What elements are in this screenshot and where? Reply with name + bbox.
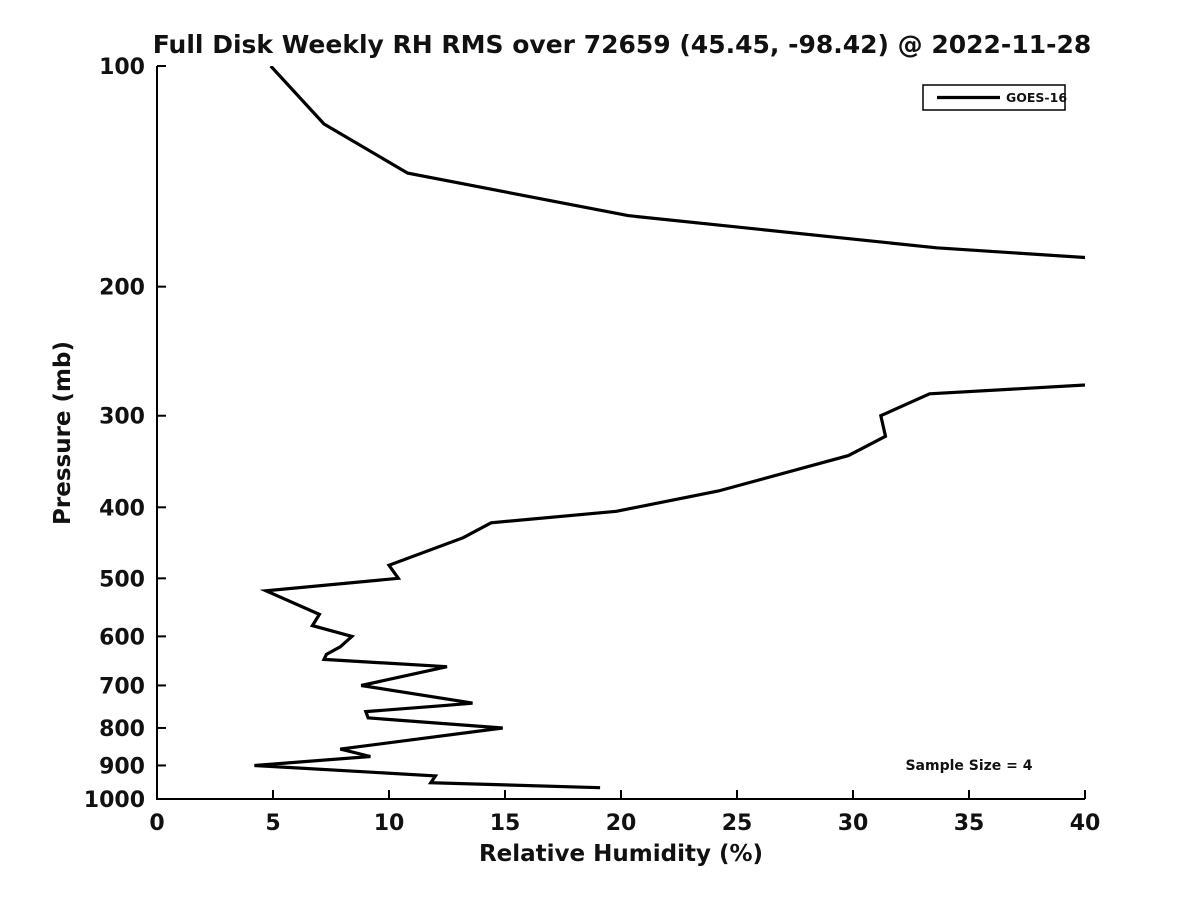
plot-area	[157, 66, 1085, 799]
y-tick-label: 600	[99, 625, 145, 650]
y-tick-label: 800	[99, 717, 145, 742]
x-tick-label: 25	[722, 811, 753, 836]
y-tick-label: 400	[99, 496, 145, 521]
x-tick-label: 40	[1070, 811, 1101, 836]
legend-entry-label: GOES-16	[1006, 90, 1067, 105]
y-tick-label: 200	[99, 276, 145, 301]
chart-title: Full Disk Weekly RH RMS over 72659 (45.4…	[153, 30, 1092, 59]
x-tick-label: 15	[490, 811, 521, 836]
x-tick-label: 35	[954, 811, 985, 836]
x-axis-label: Relative Humidity (%)	[479, 841, 763, 867]
y-tick-label: 500	[99, 567, 145, 592]
legend: GOES-16	[922, 84, 1067, 111]
y-tick-label: 300	[99, 405, 145, 430]
y-tick-label: 700	[99, 674, 145, 699]
sample-size-annotation: Sample Size = 4	[905, 758, 1032, 774]
series-line-goes-16	[254, 66, 1085, 790]
x-tick-label: 20	[606, 811, 637, 836]
x-tick-label: 5	[265, 811, 280, 836]
axes	[156, 65, 1086, 800]
y-tick-label: 900	[99, 754, 145, 779]
tick-labels: 0 5 10 15 20 25 30 35 40 100 200 300 400 500 600 700 800…	[84, 55, 1101, 836]
x-tick-label: 0	[149, 811, 164, 836]
y-axis-label: Pressure (mb)	[50, 341, 76, 525]
x-tick-label: 30	[838, 811, 869, 836]
data-series	[254, 66, 1085, 790]
y-tick-label: 100	[99, 55, 145, 80]
x-tick-label: 10	[374, 811, 405, 836]
y-tick-label: 1000	[84, 788, 145, 813]
